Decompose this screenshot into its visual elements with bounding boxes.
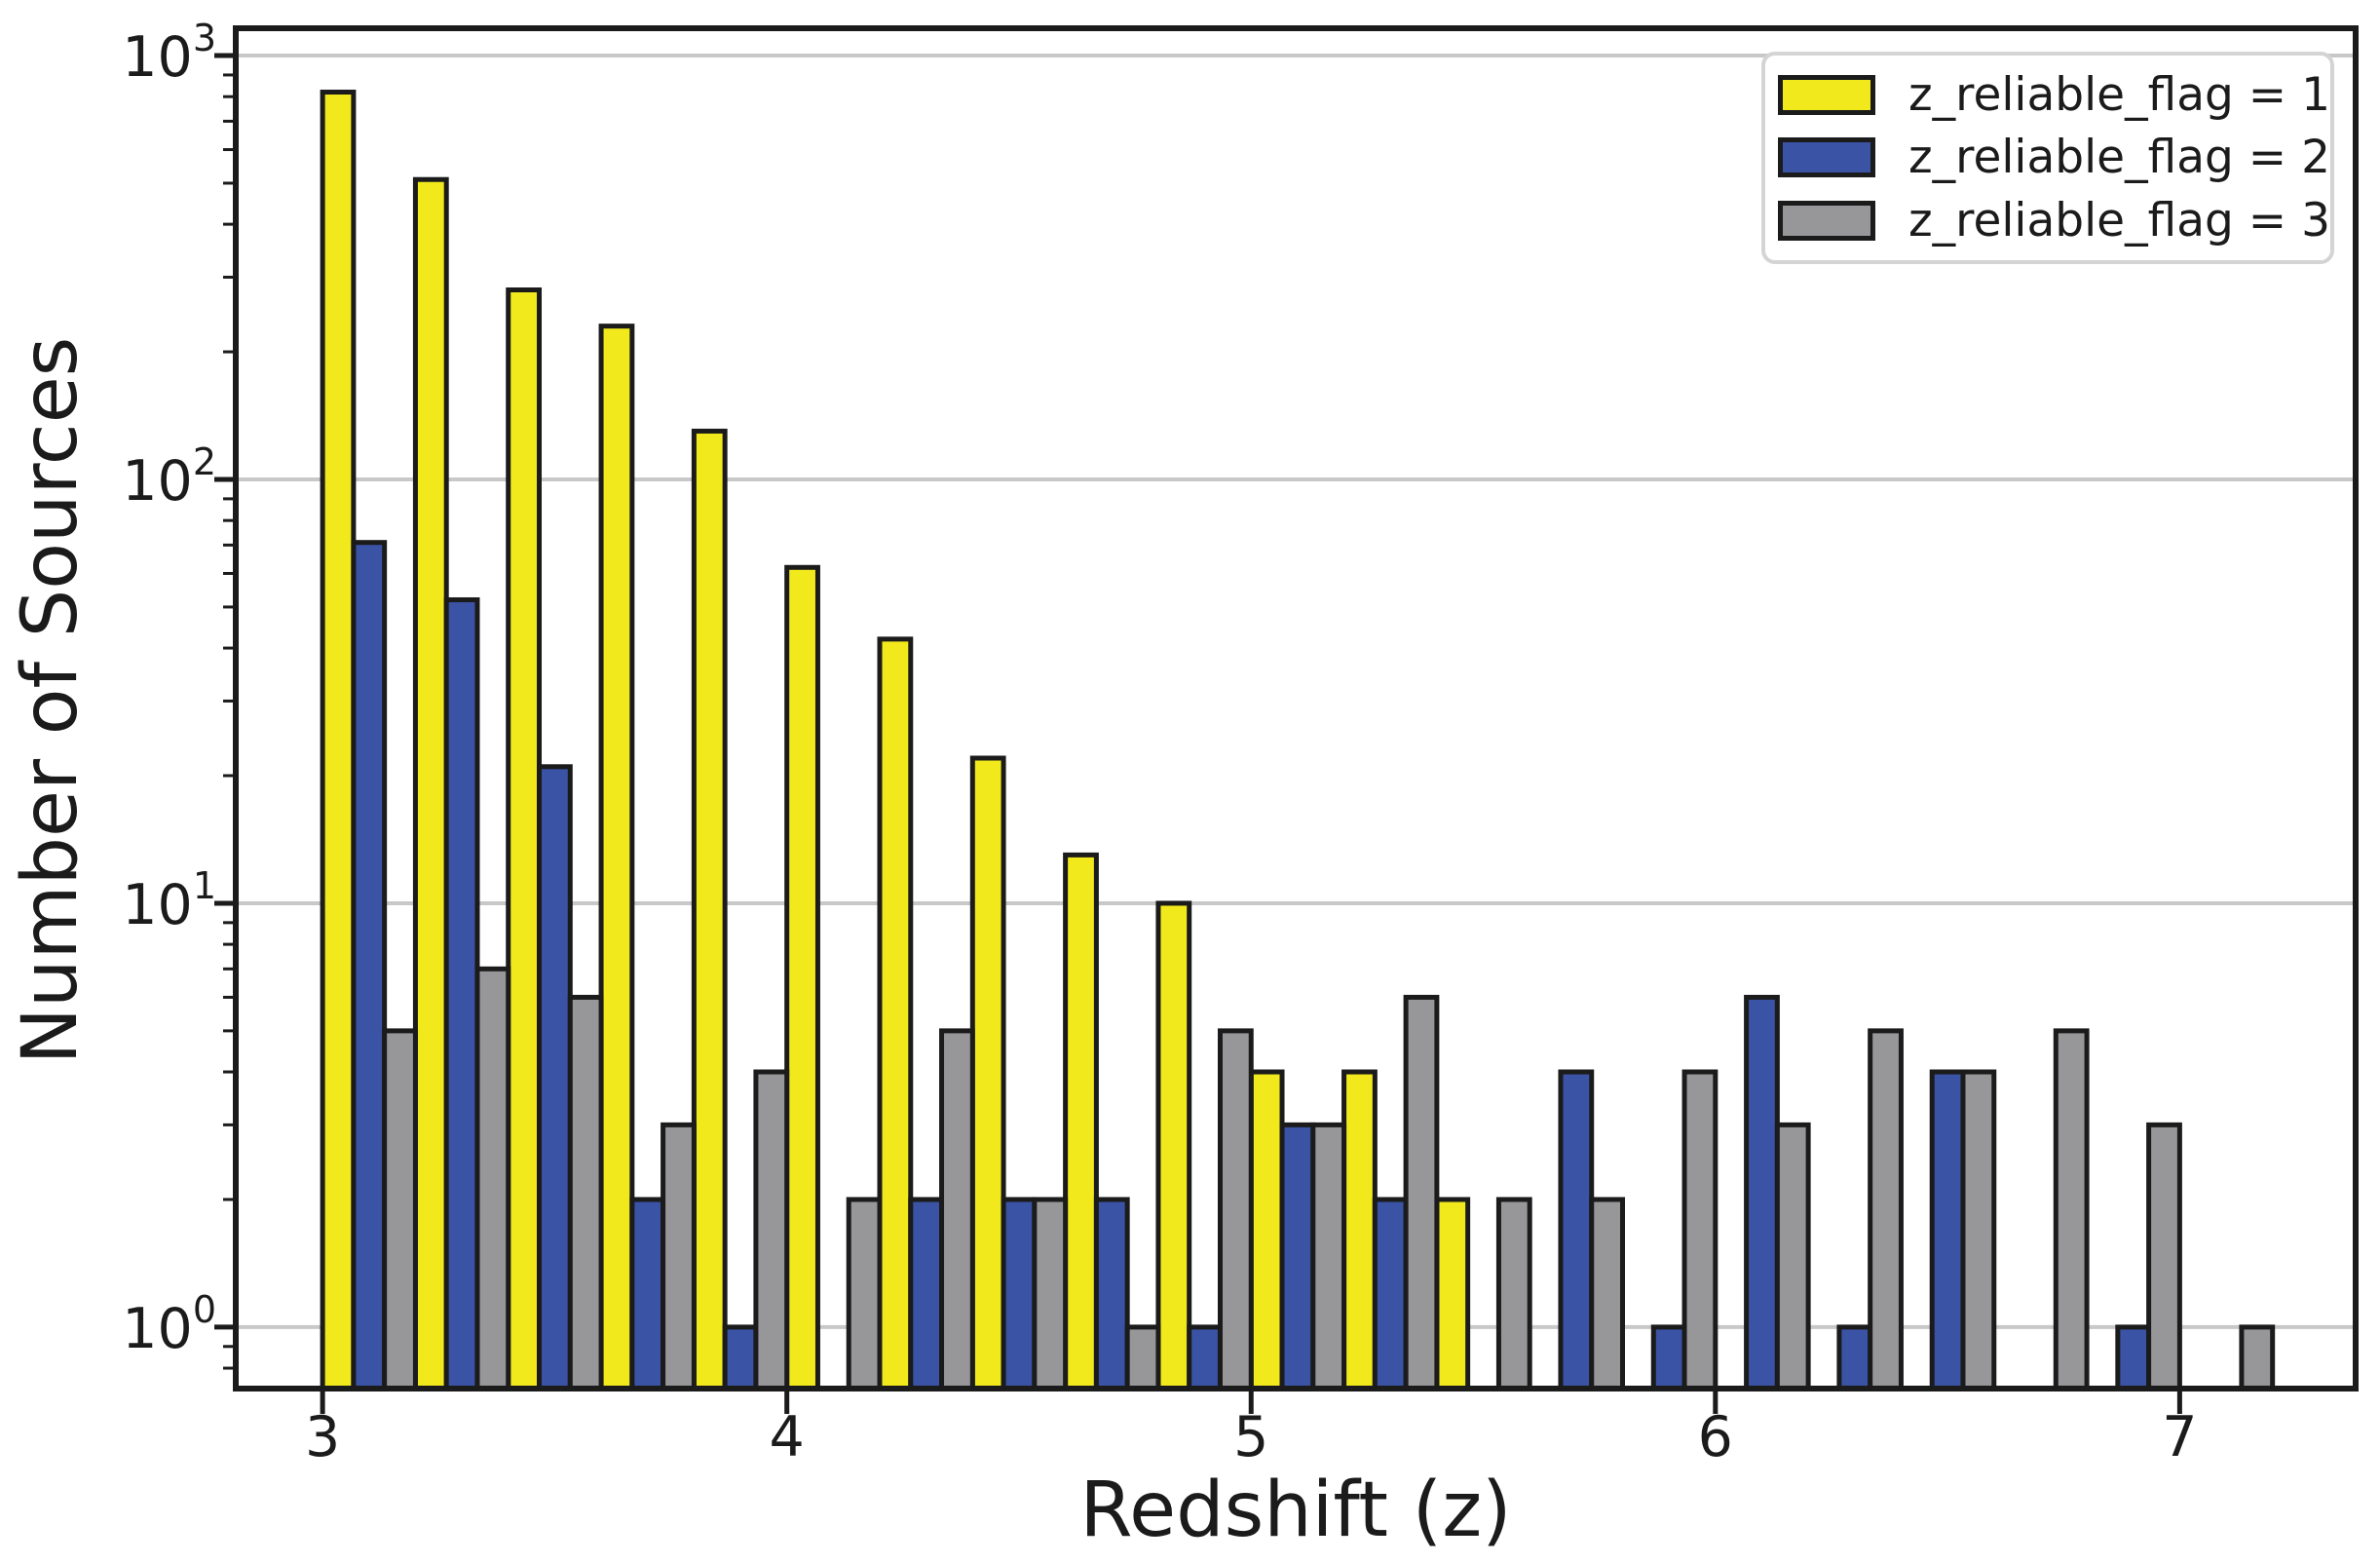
legend-label-2: z_reliable_flag = 2 — [1908, 131, 2331, 185]
bar-flag1-bin8 — [1063, 852, 1099, 1391]
bar-flag2-bin16 — [1836, 1324, 1873, 1391]
bar-flag3-bin6 — [939, 1028, 975, 1391]
x-tick-label-3: 3 — [305, 1405, 340, 1469]
bar-flag1-bin2 — [506, 286, 543, 1391]
bar-flag2-bin15 — [1744, 994, 1780, 1391]
bar-flag1-bin0 — [320, 90, 357, 1391]
bar-flag1-bin11 — [1341, 1069, 1378, 1391]
legend-item-3: z_reliable_flag = 3 — [1765, 194, 2330, 248]
x-tick-label-7: 7 — [2162, 1405, 2197, 1469]
bar-flag2-bin1 — [443, 597, 480, 1391]
bar-flag3-bin11 — [1403, 994, 1440, 1391]
bar-flag2-bin0 — [351, 540, 388, 1391]
bar-flag1-bin9 — [1155, 900, 1192, 1391]
bar-flag3-bin18 — [2053, 1028, 2090, 1391]
bar-flag3-bin16 — [1868, 1028, 1904, 1391]
bar-flag2-bin3 — [629, 1197, 666, 1391]
bar-flag3-bin3 — [661, 1122, 697, 1391]
bar-flag3-bin0 — [382, 1028, 418, 1391]
bar-flag3-bin14 — [1681, 1069, 1719, 1391]
bar-flag3-bin5 — [846, 1197, 883, 1391]
legend-swatch-2 — [1778, 137, 1875, 178]
legend: z_reliable_flag = 1 z_reliable_flag = 2 z_… — [1761, 52, 2334, 264]
bar-flag3-bin7 — [1032, 1197, 1069, 1391]
legend-label-3: z_reliable_flag = 3 — [1908, 194, 2331, 248]
y-tick-label-1e1: 101 — [122, 864, 216, 937]
legend-item-2: z_reliable_flag = 2 — [1765, 131, 2330, 184]
bar-flag2-bin14 — [1650, 1324, 1687, 1391]
bar-flag1-bin10 — [1248, 1069, 1285, 1391]
bar-flag3-bin15 — [1774, 1122, 1811, 1391]
bar-flag2-bin11 — [1372, 1197, 1409, 1391]
x-axis-title: Redshift (z) — [1079, 1467, 1512, 1554]
bar-flag3-bin20 — [2239, 1324, 2276, 1391]
bar-flag2-bin2 — [537, 764, 573, 1391]
bar-flag3-bin9 — [1217, 1028, 1254, 1391]
bar-flag2-bin7 — [1001, 1197, 1038, 1391]
legend-label-1: z_reliable_flag = 1 — [1908, 67, 2331, 122]
y-tick-label-1e0: 100 — [122, 1288, 216, 1361]
bar-flag2-bin19 — [2115, 1324, 2152, 1391]
bar-flag3-bin17 — [1960, 1069, 1997, 1391]
bars — [320, 90, 2276, 1391]
bar-flag2-bin4 — [722, 1324, 759, 1391]
x-tick-label-5: 5 — [1233, 1405, 1268, 1469]
bar-flag3-bin10 — [1310, 1122, 1347, 1391]
bar-flag3-bin8 — [1124, 1324, 1161, 1391]
y-tick-label-1e3: 103 — [122, 17, 216, 90]
bar-flag2-bin8 — [1093, 1197, 1130, 1391]
bar-flag1-bin4 — [691, 428, 728, 1391]
bar-flag1-bin1 — [412, 176, 449, 1391]
bar-flag1-bin7 — [969, 755, 1006, 1391]
legend-swatch-1 — [1778, 74, 1875, 115]
bar-flag3-bin12 — [1495, 1197, 1532, 1391]
x-tick-label-6: 6 — [1698, 1405, 1733, 1469]
bar-flag2-bin10 — [1279, 1122, 1316, 1391]
bar-flag3-bin2 — [567, 994, 604, 1391]
bar-flag1-bin3 — [598, 324, 635, 1391]
bar-flag2-bin6 — [908, 1197, 945, 1391]
axes: 3 4 5 6 7 100 101 102 103 — [122, 17, 2359, 1469]
bar-flag1-bin12 — [1434, 1197, 1471, 1391]
legend-swatch-3 — [1778, 201, 1875, 242]
bar-flag2-bin13 — [1558, 1069, 1595, 1391]
y-tick-label-1e2: 102 — [122, 440, 216, 514]
bar-flag3-bin13 — [1589, 1197, 1626, 1391]
bar-flag1-bin5 — [784, 564, 820, 1391]
bar-flag3-bin4 — [753, 1069, 790, 1391]
bar-flag1-bin6 — [877, 636, 914, 1391]
bar-flag2-bin9 — [1187, 1324, 1223, 1391]
bar-flag2-bin17 — [1929, 1069, 1966, 1391]
y-axis-title: Number of Sources — [7, 336, 94, 1065]
legend-item-1: z_reliable_flag = 1 — [1765, 68, 2330, 122]
bar-flag3-bin19 — [2146, 1122, 2182, 1391]
plot-border — [233, 25, 2359, 1391]
bar-flag3-bin1 — [474, 966, 511, 1391]
x-tick-label-4: 4 — [770, 1405, 805, 1469]
